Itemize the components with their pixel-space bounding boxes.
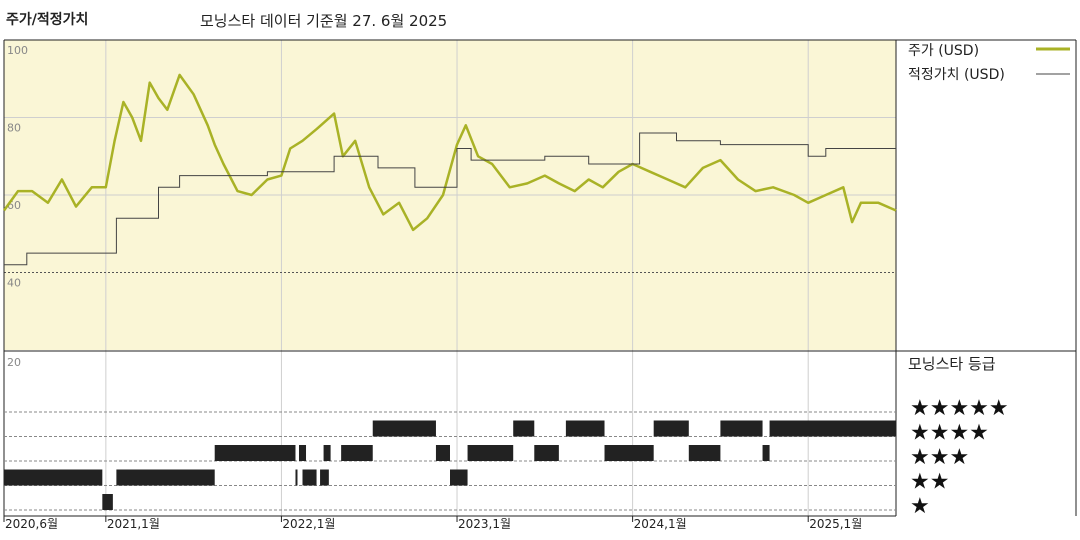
- rating-segment-2-star: [295, 469, 298, 486]
- x-tick-label: 2021,1월: [107, 517, 160, 531]
- rating-segment-2-star: [302, 469, 317, 486]
- rating-segment-2-star: [450, 469, 468, 486]
- chart-title: 주가/적정가치: [6, 12, 89, 28]
- legend-fair-value-label: 적정가치 (USD): [908, 67, 1005, 83]
- rating-segment-3-star: [534, 445, 559, 461]
- rating-segment-1-star: [102, 494, 113, 510]
- x-tick-label: 2024,1월: [634, 517, 687, 531]
- x-tick-label: 2023,1월: [458, 517, 511, 531]
- rating-segment-3-star: [323, 445, 331, 461]
- y-tick-label: 20: [7, 356, 21, 369]
- rating-segment-3-star: [298, 445, 307, 461]
- rating-segment-4-star: [513, 420, 535, 437]
- rating-legend-stars-1: ★: [910, 494, 930, 519]
- rating-segment-2-star: [116, 469, 215, 486]
- rating-segment-3-star: [467, 445, 514, 461]
- y-tick-label: 100: [7, 44, 28, 57]
- y-tick-label: 40: [7, 277, 21, 290]
- rating-segment-2-star: [320, 469, 329, 486]
- rating-segment-2-star: [4, 469, 103, 486]
- x-tick-label: 2022,1월: [282, 517, 335, 531]
- chart-subtitle: 모닝스타 데이터 기준월 27. 6월 2025: [200, 12, 448, 30]
- rating-legend-stars-3: ★★★: [910, 445, 969, 470]
- rating-segment-3-star: [214, 445, 296, 461]
- rating-legend-stars-2: ★★: [910, 470, 949, 495]
- rating-legend-title: 모닝스타 등급: [908, 355, 996, 373]
- rating-legend-stars-4: ★★★★: [910, 421, 989, 446]
- rating-segment-4-star: [653, 420, 689, 437]
- rating-segment-3-star: [341, 445, 373, 461]
- fair-value-series-line: [4, 132, 896, 266]
- rating-segment-3-star: [435, 445, 450, 461]
- rating-segment-4-star: [565, 420, 605, 437]
- rating-legend-stars-5: ★★★★★: [910, 396, 1009, 421]
- rating-segment-3-star: [688, 445, 721, 461]
- legend-price-label: 주가 (USD): [908, 43, 979, 59]
- rating-segment-4-star: [720, 420, 763, 437]
- price-series-line: [2, 73, 897, 232]
- x-tick-label: 2020,6월: [5, 517, 58, 531]
- rating-segment-3-star: [762, 445, 770, 461]
- rating-segment-4-star: [372, 420, 436, 437]
- x-tick-label: 2025,1월: [809, 517, 862, 531]
- rating-segment-3-star: [604, 445, 654, 461]
- rating-segment-4-star: [769, 420, 896, 437]
- y-tick-label: 80: [7, 122, 21, 135]
